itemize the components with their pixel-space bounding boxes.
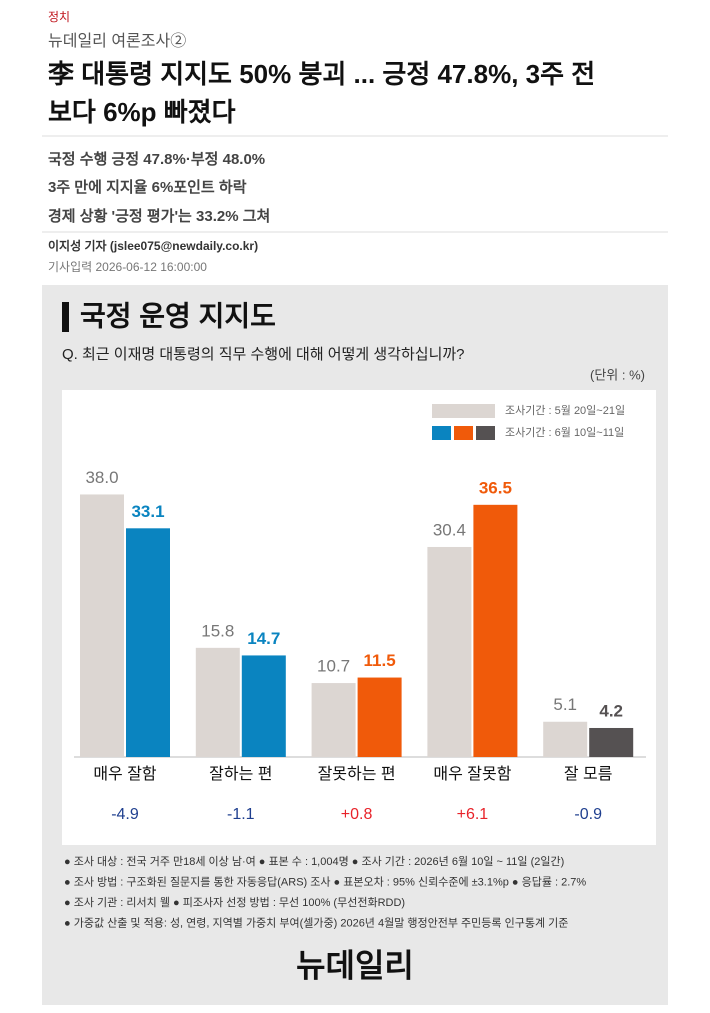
category[interactable]: 정치 (48, 10, 70, 24)
category-label: 잘못하는 편 (318, 765, 396, 783)
bar (311, 683, 356, 757)
legend-label: 조사기간 : 6월 10일~11일 (505, 425, 624, 439)
bar (80, 494, 124, 757)
headline: 李 대통령 지지도 50% 붕괴 ... 긍정 47.8%, 3주 전 (48, 59, 595, 89)
value-label: 14.7 (247, 629, 280, 648)
value-label: 10.7 (317, 657, 350, 676)
value-label: 36.5 (479, 478, 512, 497)
summary: 국정 수행 긍정 47.8%·부정 48.0% (48, 150, 265, 168)
chart-title: 국정 운영 지지도 (80, 300, 276, 331)
change-label: -1.1 (227, 806, 255, 823)
value-label: 11.5 (364, 651, 396, 670)
value-label: 4.2 (599, 701, 623, 720)
value-label: 33.1 (131, 502, 164, 521)
byline: 이지성 기자 (jslee075@newdaily.co.kr) (48, 238, 258, 253)
legend-swatch (432, 426, 451, 440)
legend-label: 조사기간 : 5월 20일~21일 (505, 403, 625, 417)
headline: 보다 6%p 빠졌다 (48, 97, 236, 127)
footnote: ● 조사 대상 : 전국 거주 만18세 이상 남·여 ● 표본 수 : 1,0… (64, 854, 564, 868)
footnote: ● 가중값 산출 및 적용: 성, 연령, 지역별 가중치 부여(셀가중) 20… (64, 916, 568, 929)
bar (473, 504, 518, 757)
change-label: -4.9 (111, 806, 139, 823)
value-label: 30.4 (433, 520, 466, 539)
logo[interactable]: 뉴데일리 (296, 947, 414, 983)
legend-swatch (476, 426, 495, 440)
bar (241, 655, 286, 757)
bar (543, 721, 588, 757)
category-label: 매우 잘함 (93, 765, 157, 783)
category-label: 잘 모름 (564, 765, 613, 783)
value-label: 38.0 (85, 468, 118, 487)
bar (427, 546, 472, 757)
unit: (단위 : %) (590, 367, 645, 382)
category-label: 잘하는 편 (209, 765, 272, 783)
title-bar (62, 302, 69, 332)
legend-swatch (454, 426, 473, 440)
value-label: 15.8 (201, 621, 234, 640)
footnote: ● 조사 기관 : 리서치 웰 ● 피조사자 선정 방법 : 무선 100% (… (64, 896, 405, 909)
change-label: +0.8 (341, 806, 373, 823)
bar (589, 727, 634, 757)
date: 기사입력 2026-06-12 16:00:00 (48, 260, 207, 274)
change-label: +6.1 (457, 806, 489, 823)
summary: 3주 만에 지지율 6%포인트 하락 (48, 178, 247, 196)
summary: 경제 상황 '긍정 평가'는 33.2% 그쳐 (48, 207, 270, 225)
series[interactable]: 뉴데일리 여론조사② (48, 32, 186, 50)
value-label: 5.1 (553, 695, 577, 714)
legend-swatch (432, 404, 495, 418)
footnote: ● 조사 방법 : 구조화된 질문지를 통한 자동응답(ARS) 조사 ● 표본… (64, 875, 586, 888)
category-label: 매우 잘못함 (433, 765, 511, 783)
bar (126, 528, 170, 757)
bar (195, 647, 240, 757)
change-label: -0.9 (574, 806, 602, 823)
question: Q. 최근 이재명 대통령의 직무 수행에 대해 어떻게 생각하십니까? (62, 346, 465, 363)
bar (357, 677, 402, 757)
